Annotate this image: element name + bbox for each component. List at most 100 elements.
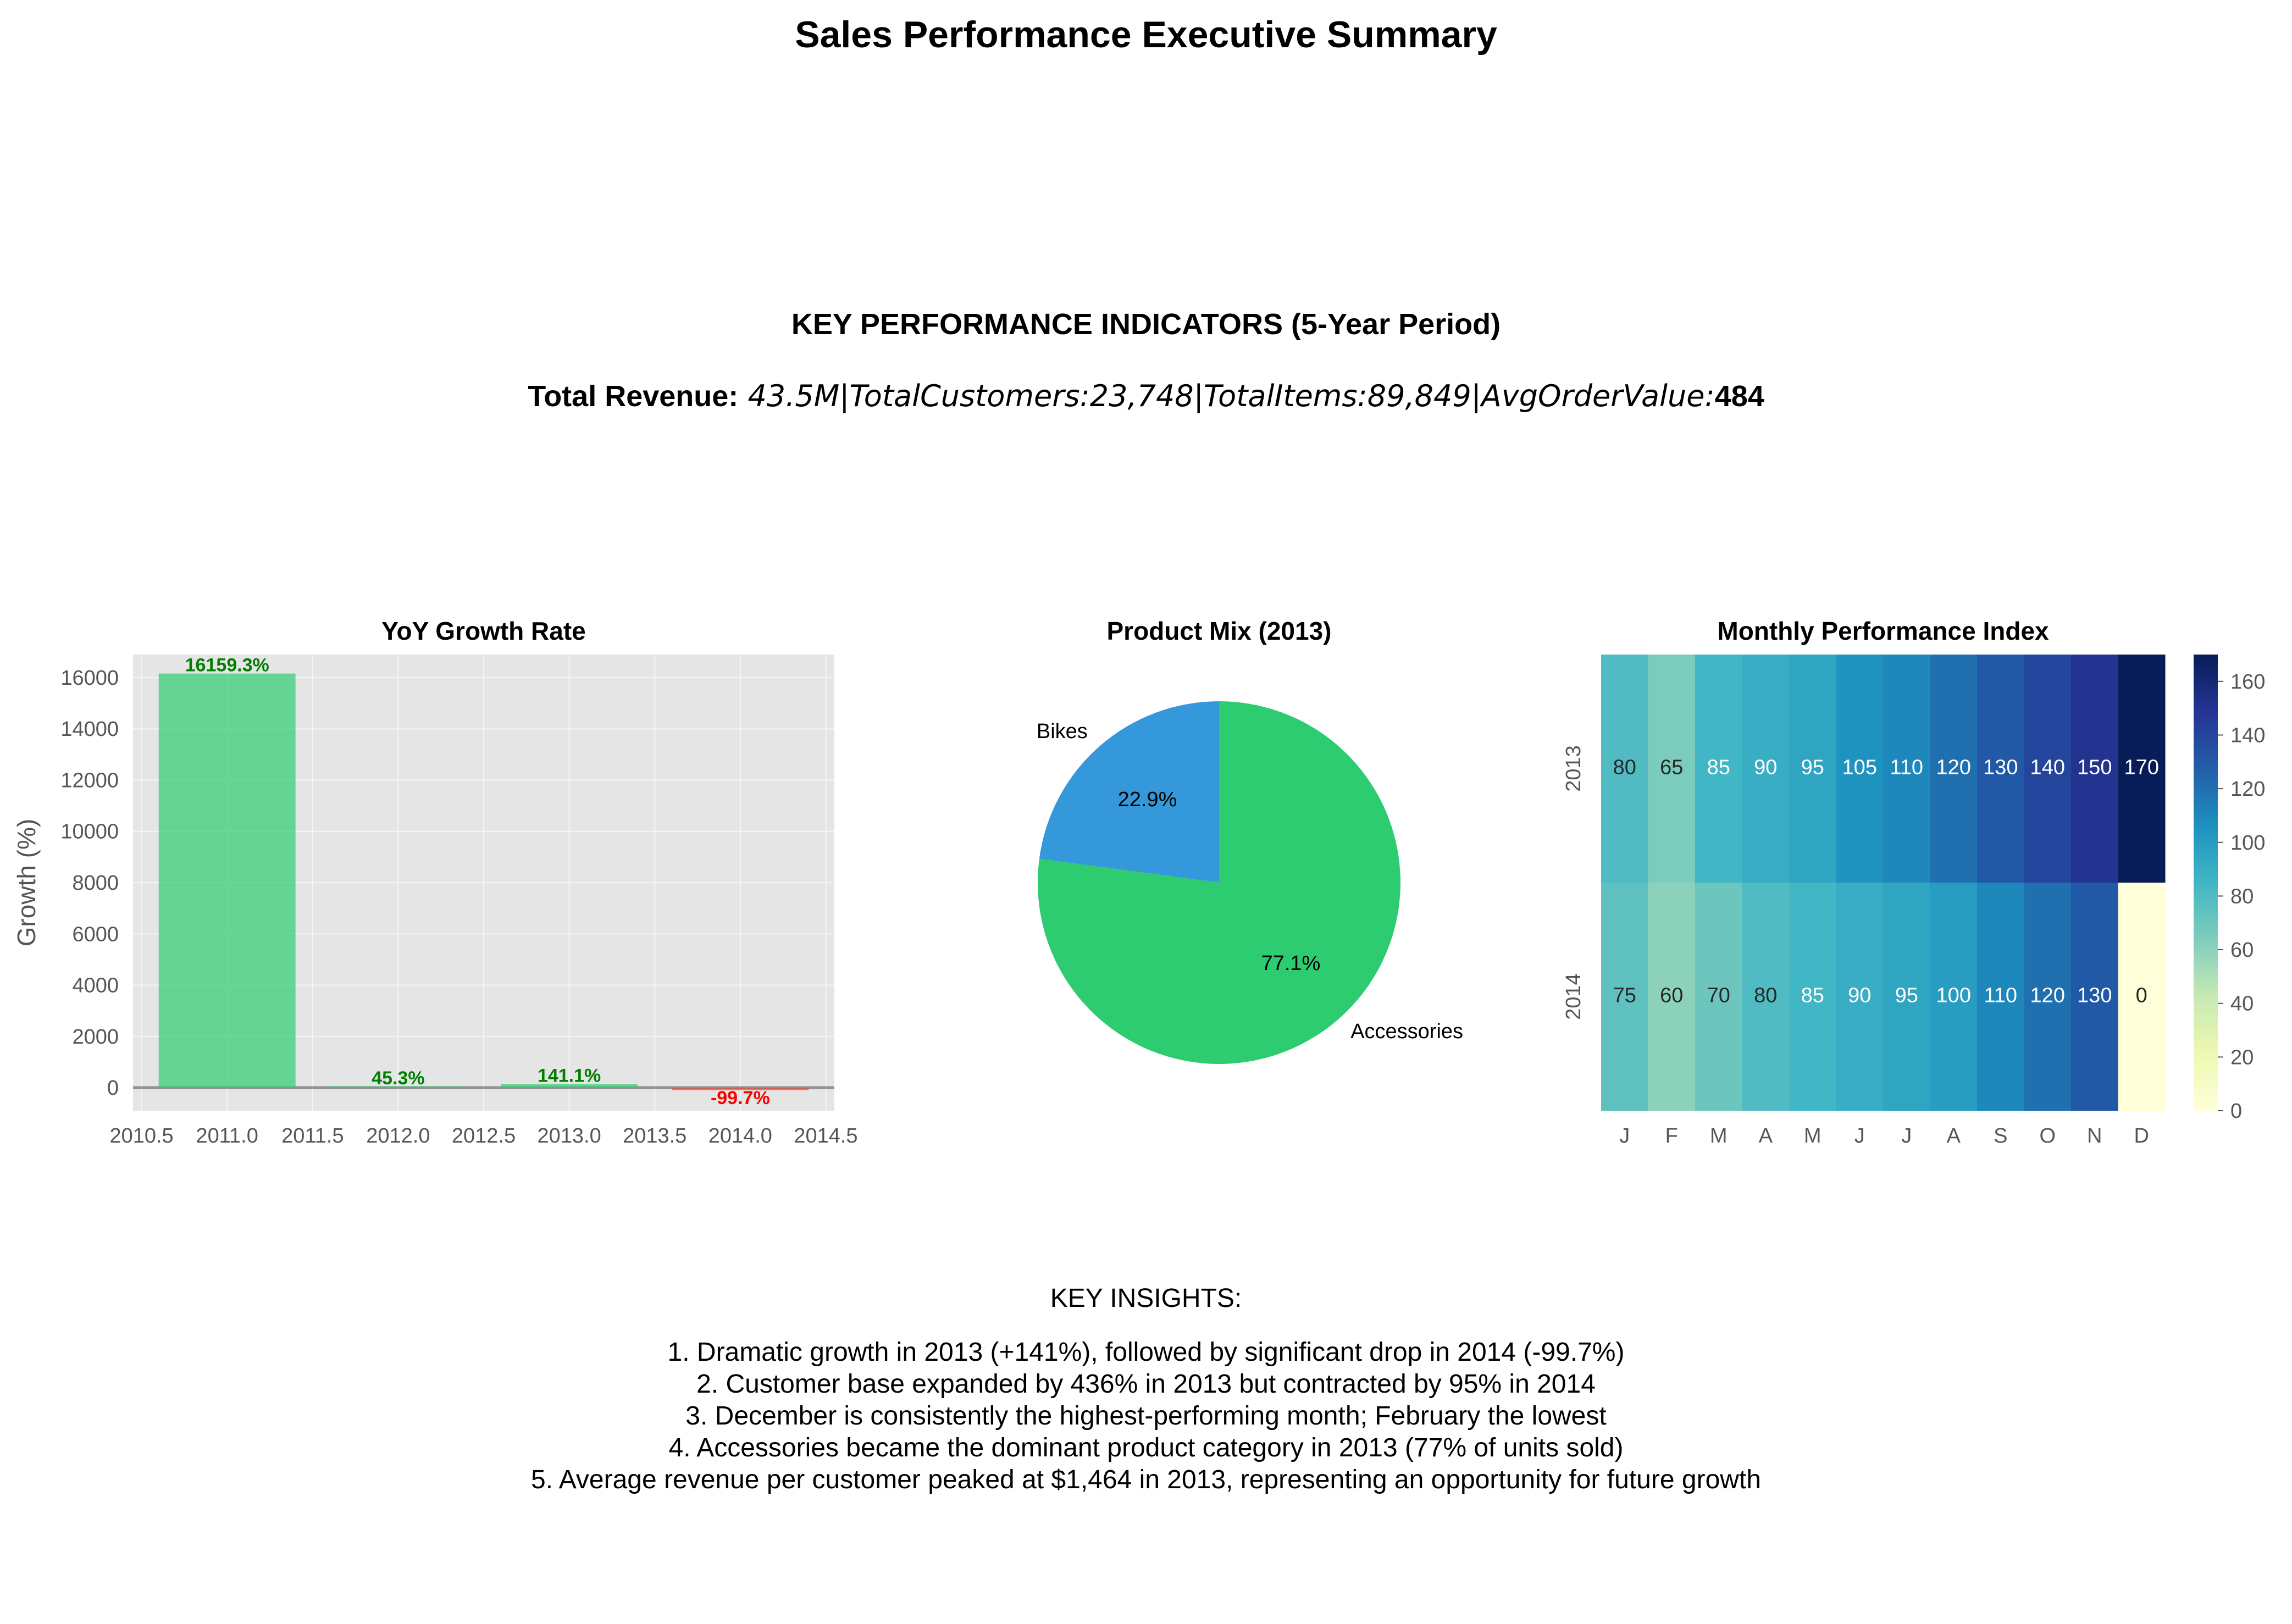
heatmap-cell-value: 100 <box>1936 984 1971 1007</box>
heatmap-cell-value: 80 <box>1613 756 1636 779</box>
bar <box>672 1088 809 1090</box>
bar-x-ticks: 2010.5 2011.0 2011.5 2012.0 2012.5 2013.0 2013… <box>109 1124 857 1148</box>
colorbar-tick-label: 120 <box>2230 778 2265 801</box>
heatmap-cell-value: 130 <box>2077 984 2112 1007</box>
bar-y-ticks: 0 2000 4000 6000 8000 10000 12000 14000 16000 <box>60 667 119 1100</box>
heatmap-month-label: M <box>1804 1124 1822 1148</box>
heatmap-cell-value: 95 <box>1895 984 1918 1007</box>
bar-y-tick-label: 16000 <box>60 667 119 690</box>
heatmap-cell-value: 120 <box>1936 756 1971 779</box>
heatmap-cell <box>1883 655 1930 883</box>
heatmap-year-label: 2014 <box>1562 973 1585 1020</box>
heatmap-cell-value: 90 <box>1754 756 1777 779</box>
pie-chart-title: Product Mix (2013) <box>1107 617 1332 645</box>
heatmap-cell <box>2071 655 2118 883</box>
key-insights: KEY INSIGHTS: 1. Dramatic growth in 2013… <box>0 1283 2292 1496</box>
heatmap-cell-value: 120 <box>2030 984 2065 1007</box>
heatmap-month-label: A <box>1947 1124 1961 1148</box>
bar-y-axis-label: Growth (%) <box>12 819 41 947</box>
bar <box>501 1084 638 1088</box>
bar-y-tick-label: 8000 <box>72 872 119 895</box>
bar-y-tick-label: 0 <box>107 1077 119 1100</box>
colorbar-tick-label: 40 <box>2230 993 2254 1016</box>
heatmap-cell <box>1742 655 1790 883</box>
heatmap-cell-value: 105 <box>1842 756 1877 779</box>
heatmap-cell <box>1742 883 1790 1111</box>
bar-chart-title: YoY Growth Rate <box>381 617 585 645</box>
insight-item: 3. December is consistently the highest-… <box>685 1401 1607 1431</box>
bar-x-tick-label: 2013.5 <box>623 1124 687 1148</box>
pie-pct-label: 22.9% <box>1118 788 1177 811</box>
heatmap-cell <box>1648 883 1696 1111</box>
bar-y-tick-label: 10000 <box>60 821 119 844</box>
bar-x-tick-label: 2012.5 <box>452 1124 516 1148</box>
heatmap-month-label: D <box>2134 1124 2149 1148</box>
heatmap-cell <box>1601 883 1648 1111</box>
bar-data-labels: 16159.3% 45.3% 141.1% -99.7% <box>185 655 770 1108</box>
heatmap-cell <box>1930 883 1978 1111</box>
pie-slices <box>1038 701 1400 1064</box>
heatmap-cell <box>2024 655 2072 883</box>
bar-x-tick-label: 2013.0 <box>537 1124 601 1148</box>
heatmap-cell <box>1695 883 1742 1111</box>
colorbar-tick-label: 160 <box>2230 670 2265 694</box>
colorbar-tick-label: 0 <box>2230 1100 2242 1123</box>
heatmap-year-label: 2013 <box>1562 745 1585 792</box>
heatmap-month-label: J <box>1901 1124 1912 1148</box>
heatmap-cell <box>2118 883 2166 1111</box>
bar-data-label: -99.7% <box>711 1088 770 1108</box>
heatmap-cell-value: 85 <box>1707 756 1730 779</box>
bar-data-label: 141.1% <box>538 1065 601 1086</box>
insight-item: 5. Average revenue per customer peaked a… <box>531 1465 1761 1494</box>
bar <box>158 673 296 1088</box>
bar-x-tick-label: 2010.5 <box>109 1124 173 1148</box>
colorbar-tick-label: 20 <box>2230 1046 2254 1069</box>
heatmap-cell <box>2071 883 2118 1111</box>
heatmap-cell-value: 0 <box>2136 984 2147 1007</box>
colorbar <box>2194 655 2218 1111</box>
heatmap-cell-value: 75 <box>1613 984 1636 1007</box>
heatmap-cell <box>1883 883 1930 1111</box>
heatmap-month-label: J <box>1854 1124 1865 1148</box>
colorbar-ticks: 0 20 40 60 80 100 120 140 160 <box>2218 670 2265 1123</box>
bar-x-tick-label: 2014.0 <box>708 1124 772 1148</box>
insight-item: 2. Customer base expanded by 436% in 201… <box>696 1370 1596 1399</box>
heatmap-cell <box>1836 883 1884 1111</box>
heatmap-cell-value: 90 <box>1848 984 1871 1007</box>
monthly-performance-heatmap: Monthly Performance Index 80 65 85 90 95 105 1… <box>1562 617 2265 1148</box>
heatmap-cell-value: 70 <box>1707 984 1730 1007</box>
kpi-revenue-label: Total Revenue: <box>528 380 739 413</box>
heatmap-cell <box>1789 883 1836 1111</box>
heatmap-month-label: S <box>1994 1124 2007 1148</box>
heatmap-month-label: N <box>2087 1124 2102 1148</box>
colorbar-tick-label: 140 <box>2230 724 2265 747</box>
heatmap-cell <box>1789 655 1836 883</box>
insight-item: 1. Dramatic growth in 2013 (+141%), foll… <box>667 1338 1625 1367</box>
colorbar-tick-label: 80 <box>2230 885 2254 908</box>
heatmap-cell <box>1601 655 1648 883</box>
heatmap-month-label: M <box>1710 1124 1728 1148</box>
bar <box>329 1086 467 1088</box>
product-mix-chart: Product Mix (2013) Bikes 22.9% Accessories… <box>1037 617 1463 1064</box>
pie-slice-label: Bikes <box>1037 720 1088 743</box>
yoy-growth-chart: YoY Growth Rate 16159.3% 45.3% 141.1% -99.7… <box>12 617 858 1148</box>
kpi-tail-value: 484 <box>1714 380 1764 413</box>
kpi-line: Total Revenue: 43.5M|TotalCustomers:23,7… <box>0 377 2292 415</box>
kpi-math-text: 43.5M|TotalCustomers:23,748|TotalItems:8… <box>748 379 1715 413</box>
kpi-heading: KEY PERFORMANCE INDICATORS (5-Year Perio… <box>791 308 1501 341</box>
bar-series <box>158 673 809 1090</box>
heatmap-ticks: J F M A M J J A S O N D 2013 2014 <box>1562 745 2149 1148</box>
heatmap-cell-value: 140 <box>2030 756 2065 779</box>
colorbar-tick-label: 100 <box>2230 832 2265 855</box>
bar-y-tick-label: 12000 <box>60 769 119 792</box>
heatmap-cell-value: 130 <box>1983 756 2018 779</box>
colorbar-tick-label: 60 <box>2230 939 2254 962</box>
bar-y-tick-label: 4000 <box>72 974 119 997</box>
pie-labels: Bikes 22.9% Accessories 77.1% <box>1037 720 1463 1043</box>
pie-slice <box>1038 701 1400 1064</box>
heatmap-cell-value: 60 <box>1660 984 1683 1007</box>
bar-data-label: 16159.3% <box>185 655 269 676</box>
heatmap-cell <box>1977 655 2024 883</box>
insights-heading: KEY INSIGHTS: <box>1050 1284 1242 1313</box>
